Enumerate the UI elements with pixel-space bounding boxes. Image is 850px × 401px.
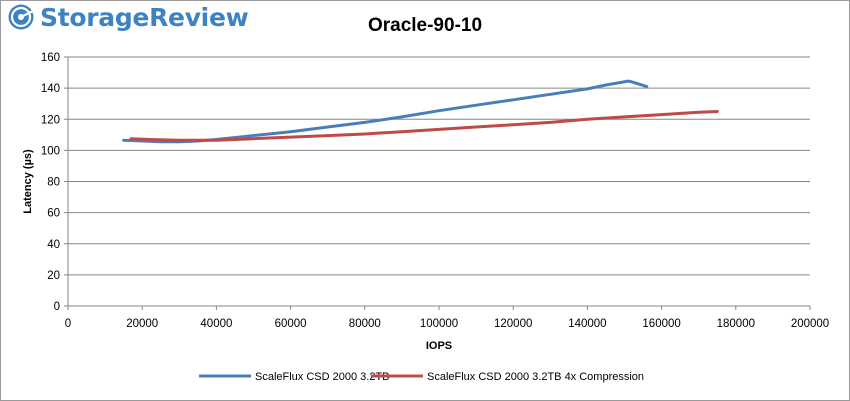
y-tick-label: 40 <box>47 239 60 251</box>
x-axis-label: IOPS <box>426 340 452 352</box>
y-tick-label: 80 <box>47 177 60 189</box>
y-tick-label: 100 <box>41 145 60 157</box>
chart-title: Oracle-90-10 <box>367 15 483 36</box>
y-tick-label: 140 <box>41 83 60 95</box>
x-tick-label: 60000 <box>275 318 307 330</box>
x-tick-label: 40000 <box>200 318 232 330</box>
storage-review-disc-icon <box>8 4 34 30</box>
series-line-2 <box>129 110 719 142</box>
logo: StorageReview <box>7 2 249 32</box>
y-tick-label: 120 <box>41 114 60 126</box>
legend-label-2: ScaleFlux CSD 2000 3.2TB 4x Compression <box>427 371 644 383</box>
x-tick-label: 200000 <box>791 318 829 330</box>
logo-text: StorageReview <box>40 2 249 32</box>
x-tick-label: 20000 <box>126 318 158 330</box>
x-tick-label: 180000 <box>717 318 755 330</box>
y-tick-label: 0 <box>54 301 60 313</box>
y-tick-label: 20 <box>47 270 60 282</box>
y-tick-label: 160 <box>41 52 60 64</box>
x-tick-label: 100000 <box>420 318 458 330</box>
x-tick-label: 0 <box>65 318 71 330</box>
x-tick-label: 140000 <box>568 318 606 330</box>
x-tick-label: 120000 <box>494 318 532 330</box>
legend-label-1: ScaleFlux CSD 2000 3.2TB <box>255 371 390 383</box>
x-tick-label: 80000 <box>349 318 381 330</box>
y-tick-label: 60 <box>47 208 60 220</box>
x-tick-label: 160000 <box>642 318 680 330</box>
y-axis-label: Latency (µs) <box>22 149 34 214</box>
